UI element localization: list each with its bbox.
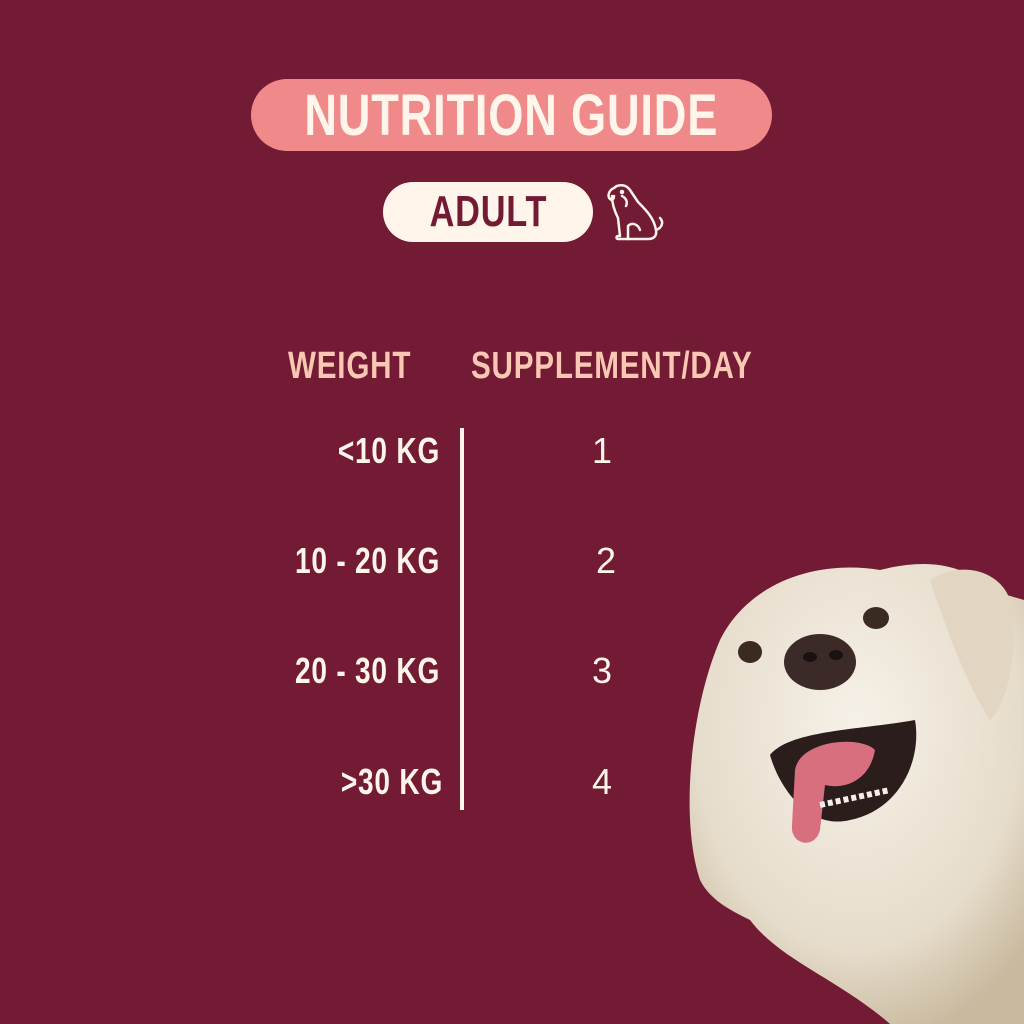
supplement-cell: 1 xyxy=(591,430,613,471)
title-banner: NUTRITION GUIDE xyxy=(251,79,772,151)
column-divider xyxy=(460,428,464,810)
supplement-cell: 4 xyxy=(591,761,613,802)
age-badge: ADULT xyxy=(383,182,593,242)
supplement-cell: 2 xyxy=(595,540,617,581)
age-badge-label: ADULT xyxy=(429,187,547,236)
weight-cell: >30 KG xyxy=(340,761,443,802)
supplement-cell: 3 xyxy=(591,650,613,691)
weight-column-header: WEIGHT xyxy=(288,345,412,387)
weight-cell: 20 - 30 KG xyxy=(294,650,440,691)
weight-cell: 10 - 20 KG xyxy=(294,540,440,581)
sitting-dog-icon xyxy=(607,184,664,241)
golden-retriever-photo xyxy=(689,564,1024,1024)
page-title: NUTRITION GUIDE xyxy=(304,82,719,148)
supplement-column-header: SUPPLEMENT/DAY xyxy=(471,345,753,387)
weight-cell: <10 KG xyxy=(337,430,440,471)
